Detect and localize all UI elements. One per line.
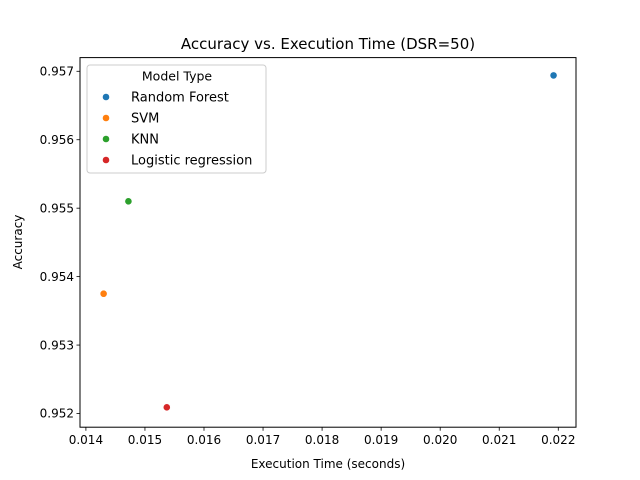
x-tick-label: 0.017 [246, 433, 280, 447]
data-point-random-forest [549, 71, 558, 80]
x-tick-label: 0.014 [69, 433, 103, 447]
x-tick-label: 0.021 [482, 433, 516, 447]
chart-title: Accuracy vs. Execution Time (DSR=50) [181, 35, 475, 53]
legend: Model Type Random Forest SVM KNN Logistic r… [86, 64, 267, 174]
legend-marker-random-forest [102, 93, 110, 101]
legend-marker-knn [102, 135, 110, 143]
y-tick-label: 0.957 [40, 64, 74, 78]
y-tick-label: 0.955 [40, 201, 74, 215]
x-tick-label: 0.020 [423, 433, 457, 447]
x-tick-label: 0.018 [305, 433, 339, 447]
data-point-svm [99, 289, 108, 298]
legend-label-knn: KNN [131, 133, 159, 148]
legend-label-logistic-regression: Logistic regression [131, 154, 252, 169]
x-tick-label: 0.015 [128, 433, 162, 447]
data-point-logistic-regression [162, 403, 171, 412]
y-axis-label: Accuracy [11, 215, 25, 270]
x-axis-label: Execution Time (seconds) [251, 457, 405, 471]
legend-marker-logistic-regression [102, 156, 110, 164]
legend-label-random-forest: Random Forest [131, 91, 229, 106]
data-points [99, 71, 558, 412]
x-tick-label: 0.019 [364, 433, 398, 447]
y-tick-label: 0.954 [40, 270, 74, 284]
y-tick-label: 0.953 [40, 338, 74, 352]
y-tick-label: 0.952 [40, 407, 74, 421]
legend-title: Model Type [142, 69, 213, 84]
legend-label-svm: SVM [131, 112, 159, 127]
legend-box [86, 64, 267, 174]
x-axis-ticks: 0.014 0.015 0.016 0.017 0.018 0.019 0.020 0.021… [69, 427, 575, 447]
data-point-knn [124, 197, 133, 206]
x-tick-label: 0.016 [187, 433, 221, 447]
y-axis-ticks: 0.952 0.953 0.954 0.955 0.956 0.957 [40, 64, 80, 421]
legend-marker-svm [102, 114, 110, 122]
x-tick-label: 0.022 [541, 433, 575, 447]
y-tick-label: 0.956 [40, 133, 74, 147]
legend-items: Random Forest SVM KNN Logistic regression [102, 91, 252, 169]
